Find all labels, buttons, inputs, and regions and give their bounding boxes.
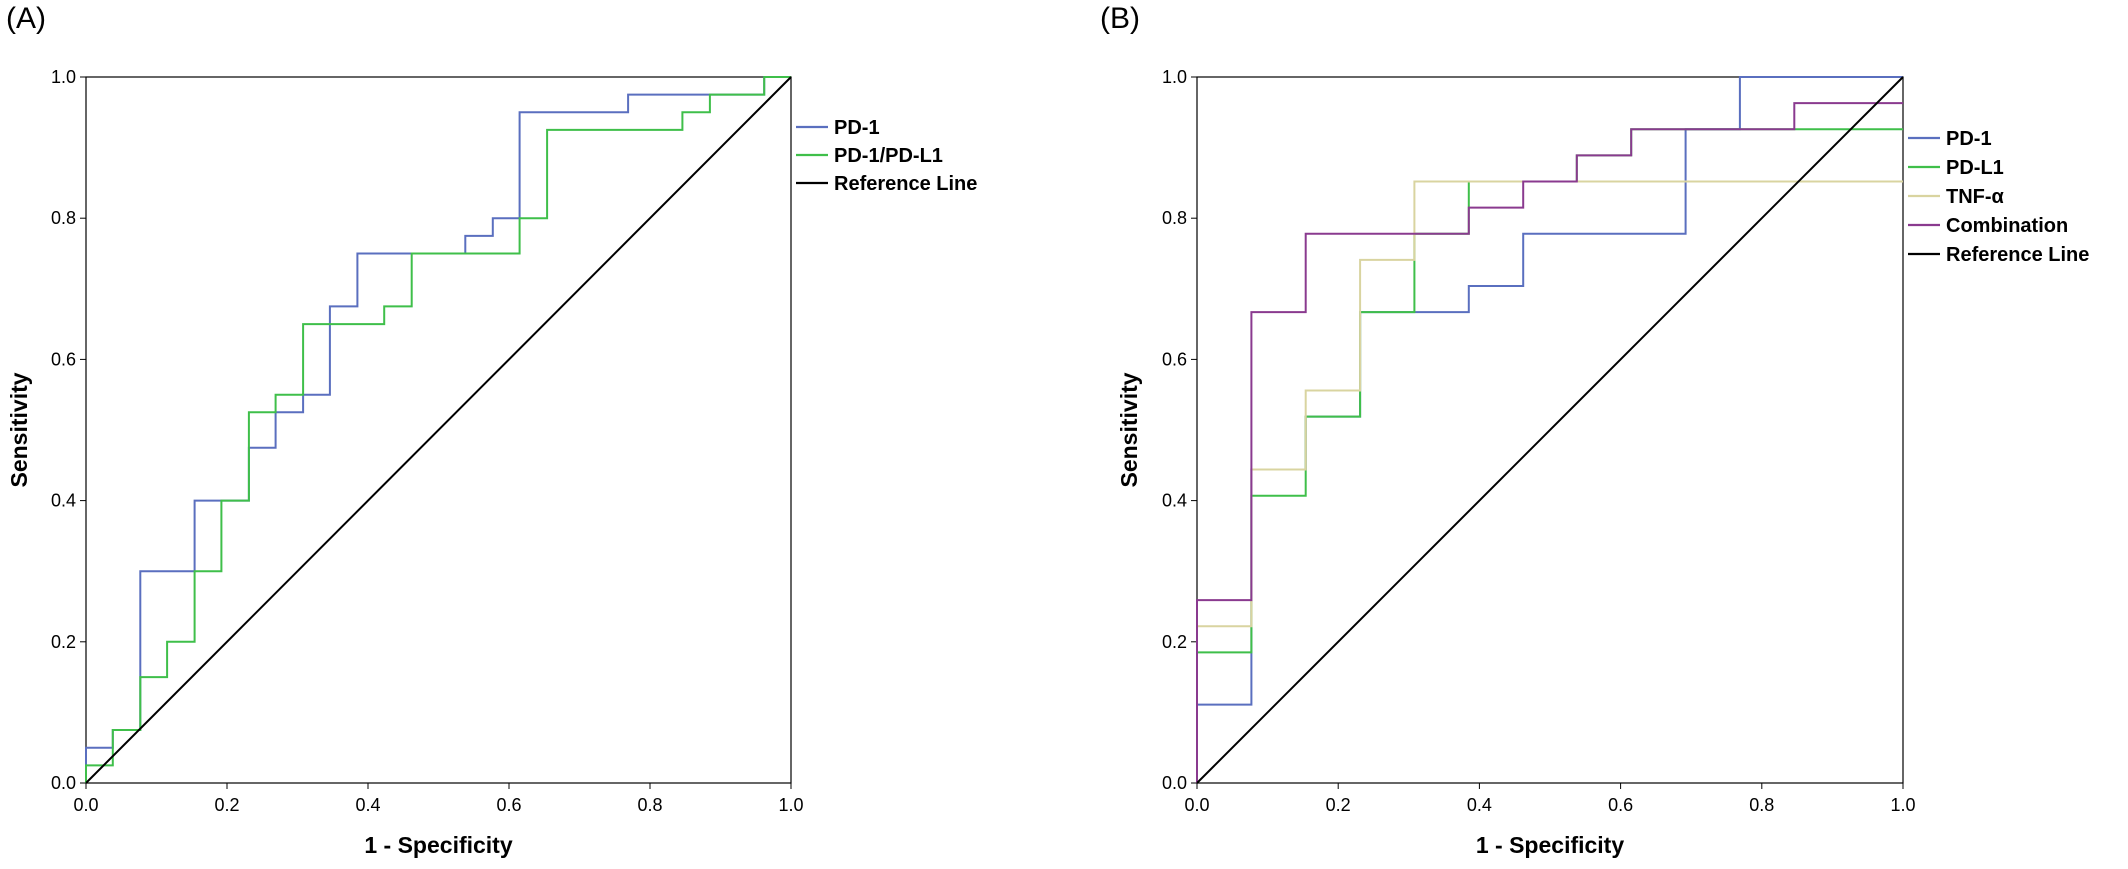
series-line-combination: [1196, 102, 1903, 783]
legend-label: Combination: [1946, 215, 2068, 237]
y-tick-label: 1.0: [1162, 67, 1187, 87]
x-tick-label: 0.0: [1184, 795, 1209, 815]
y-tick-label: 0.4: [51, 491, 76, 511]
roc-curves: [85, 76, 792, 784]
plot-frame: [1196, 76, 1904, 784]
legend-label: PD-1/PD-L1: [834, 145, 943, 167]
y-tick-label: 0.6: [51, 349, 76, 369]
roc-panel-b: (B) 0.0 0.2 0.4 0.6 0.8 1.0 0.0 0.2 0.4 0.6 0.8 1.0…: [1100, 2, 2089, 858]
legend: PD-1 PD-1/PD-L1 Reference Line: [796, 117, 977, 195]
series-line-reference-line: [1196, 76, 1904, 784]
x-axis-title: 1 - Specificity: [364, 832, 512, 858]
x-tick-label: 0.2: [214, 795, 239, 815]
legend-label: PD-L1: [1946, 157, 2004, 179]
x-tick-label: 0.6: [1608, 795, 1633, 815]
x-tick-label: 0.8: [1749, 795, 1774, 815]
y-tick-label: 0.4: [1162, 491, 1187, 511]
series-line-pd-1-pd-l1: [85, 76, 791, 783]
y-axis-title: Sensitivity: [1116, 372, 1142, 487]
x-tick-label: 0.0: [73, 795, 98, 815]
y-tick-label: 0.0: [51, 773, 76, 793]
legend-label: PD-1: [834, 117, 880, 139]
y-tick-label: 0.2: [51, 632, 76, 652]
y-axis-title: Sensitivity: [6, 372, 32, 487]
legend-label: PD-1: [1946, 128, 1992, 150]
y-tick-label: 0.8: [51, 208, 76, 228]
x-tick-label: 0.8: [637, 795, 662, 815]
series-line-pd-1: [85, 76, 791, 783]
series-line-pd-l1: [1196, 128, 1903, 783]
roc-panel-a: (A) 0.0 0.2 0.4 0.6 0.8 1.0 0.0 0.2 0.4 0.6 0.8 1.0…: [6, 2, 977, 858]
legend-label: Reference Line: [1946, 244, 2089, 266]
axis-ticks: 0.0 0.2 0.4 0.6 0.8 1.0 0.0 0.2 0.4 0.6 0.8 1.0: [1162, 67, 1916, 815]
axis-ticks: 0.0 0.2 0.4 0.6 0.8 1.0 0.0 0.2 0.4 0.6 0.8 1.0: [51, 67, 804, 815]
x-tick-label: 0.4: [1467, 795, 1492, 815]
series-line-reference-line: [85, 76, 792, 784]
x-tick-label: 1.0: [1890, 795, 1915, 815]
x-tick-label: 0.2: [1326, 795, 1351, 815]
panel-label: (A): [6, 2, 46, 35]
roc-curves: [1196, 76, 1904, 784]
legend-label: Reference Line: [834, 173, 977, 195]
y-tick-label: 1.0: [51, 67, 76, 87]
legend-label: TNF-α: [1946, 186, 2005, 208]
legend: PD-1 PD-L1 TNF-α Combination Reference Line: [1908, 128, 2089, 266]
x-tick-label: 0.6: [496, 795, 521, 815]
panel-label: (B): [1100, 2, 1140, 35]
y-tick-label: 0.2: [1162, 632, 1187, 652]
series-line-tnf: [1196, 180, 1903, 783]
y-tick-label: 0.6: [1162, 349, 1187, 369]
x-axis-title: 1 - Specificity: [1476, 832, 1624, 858]
y-tick-label: 0.0: [1162, 773, 1187, 793]
plot-frame: [85, 76, 792, 784]
y-tick-label: 0.8: [1162, 208, 1187, 228]
x-tick-label: 0.4: [355, 795, 380, 815]
x-tick-label: 1.0: [778, 795, 803, 815]
